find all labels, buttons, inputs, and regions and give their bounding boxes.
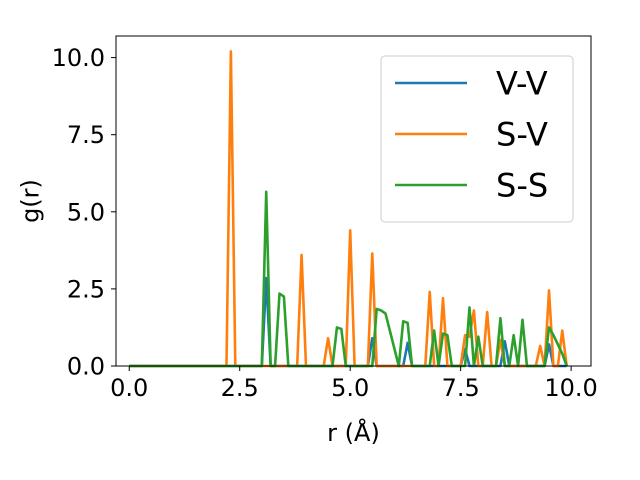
x-tick-label: 7.5 [442,374,480,402]
y-axis: 0.0 2.5 5.0 7.5 10.0 [52,44,116,381]
legend-label: S-S [496,167,548,205]
y-axis-title: g(r) [16,179,44,223]
y-tick-label: 7.5 [67,121,105,149]
x-tick-label: 2.5 [221,374,259,402]
x-tick-label: 0.0 [110,374,148,402]
y-tick-label: 0.0 [67,353,105,381]
x-axis: 0.0 2.5 5.0 7.5 10.0 [110,366,598,402]
x-tick-label: 5.0 [331,374,369,402]
x-axis-title: r (Å) [327,418,380,447]
legend-label: V-V [496,65,548,103]
legend-label: S-V [496,116,548,154]
legend-box [380,55,574,223]
legend: V-V S-V S-S [380,55,574,223]
plot-frame [115,35,592,367]
y-tick-label: 10.0 [52,44,105,72]
y-tick-label: 5.0 [67,198,105,226]
x-tick-label: 10.0 [544,374,597,402]
y-tick-label: 2.5 [67,275,105,303]
